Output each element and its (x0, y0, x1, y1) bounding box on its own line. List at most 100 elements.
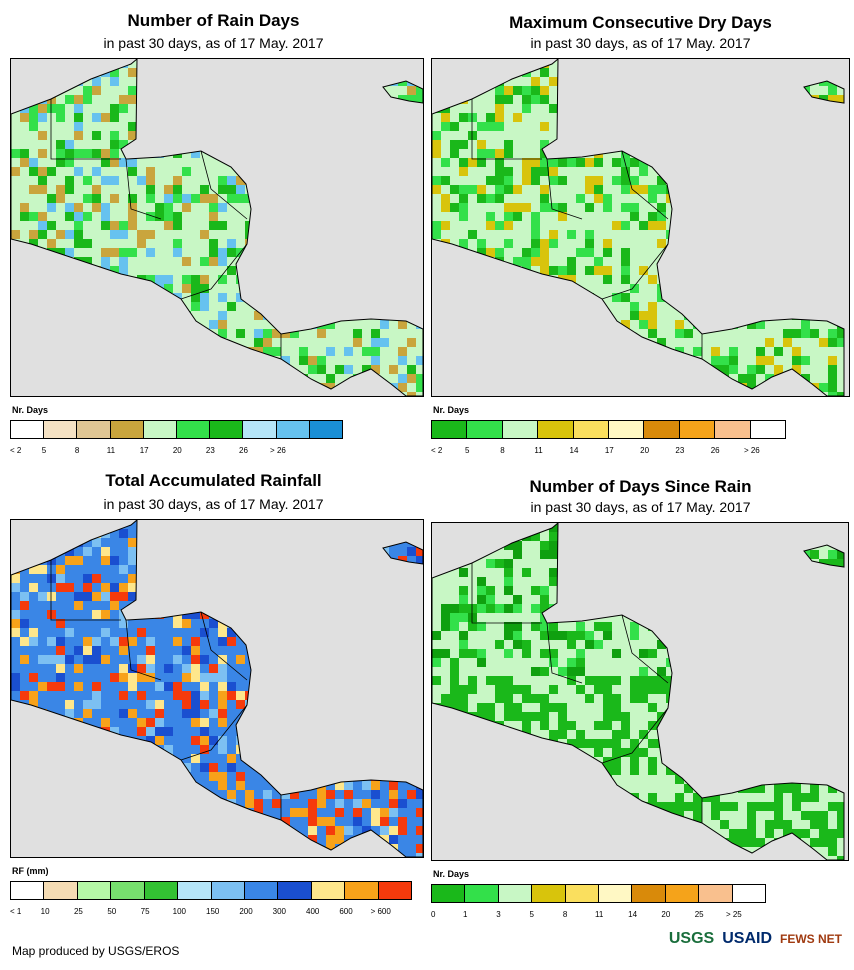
legend-tick-label: 14 (569, 446, 579, 455)
legend-swatch (565, 885, 600, 902)
footer-credit: Map produced by USGS/EROS (12, 944, 180, 958)
legend-swatch (177, 421, 211, 438)
legend-tick-label: 5 (41, 446, 47, 455)
legend-swatch (679, 421, 716, 438)
legend-swatch (278, 882, 312, 899)
legend-tick-label: < 2 (431, 446, 443, 455)
panel-total-rainfall: Total Accumulated Rainfall in past 30 da… (0, 470, 427, 940)
panel-rain-days: Number of Rain Days in past 30 days, as … (0, 0, 427, 470)
legend-swatch (665, 885, 700, 902)
legend-swatch (502, 421, 539, 438)
legend-tick-label: 50 (107, 907, 117, 916)
country-border (180, 704, 248, 761)
legend-title: Nr. Days (433, 869, 470, 879)
legend-swatch (11, 421, 45, 438)
panel-title: Maximum Consecutive Dry Days (509, 13, 772, 32)
legend-tick-label: 17 (139, 446, 149, 455)
legend-tick-label: 23 (675, 446, 685, 455)
legend-swatch (111, 882, 145, 899)
legend-swatch (178, 882, 212, 899)
legend-swatch (345, 882, 379, 899)
legend-tick-label: 3 (496, 910, 501, 919)
panel-subtitle: in past 30 days, as of 17 May. 2017 (530, 499, 751, 515)
country-border (601, 243, 669, 300)
legend-tick-label: 11 (106, 446, 116, 455)
legend-swatch (143, 421, 178, 438)
legend-tick-label: 14 (628, 910, 638, 919)
map-total-rainfall (10, 519, 424, 858)
legend-swatch (378, 882, 412, 899)
coastline (803, 80, 845, 104)
country-border (621, 150, 669, 220)
country-border (50, 560, 121, 621)
legend-tick-label: > 25 (725, 910, 742, 919)
legend-swatch (699, 885, 733, 902)
legend-swatch (210, 421, 244, 438)
legend-swatch (609, 421, 645, 438)
fews-net-logo: FEWS NET (780, 932, 842, 946)
country-border (200, 611, 248, 681)
land-grid (11, 520, 423, 857)
country-border (546, 158, 583, 220)
legend-swatch (632, 885, 666, 902)
legend-swatch (44, 882, 78, 899)
legend-tick-label: 5 (529, 910, 535, 919)
legend-tick-label: 0 (431, 910, 436, 919)
panel-subtitle: in past 30 days, as of 17 May. 2017 (103, 35, 324, 51)
coastline (11, 59, 423, 396)
country-border (50, 99, 121, 160)
legend-swatch (644, 421, 680, 438)
legend-tick-label: 600 (339, 907, 353, 916)
legend-swatch (532, 885, 566, 902)
legend-tick-label: 1 (462, 910, 468, 919)
legend-tick-label: 200 (239, 907, 253, 916)
country-border (180, 243, 248, 300)
country-border (125, 619, 162, 681)
legend-swatch (538, 421, 574, 438)
legend-tick-label: 20 (640, 446, 650, 455)
panel-title: Number of Days Since Rain (529, 477, 752, 496)
legend-tick-label: 26 (239, 446, 248, 455)
legend-swatch (432, 885, 466, 902)
legend-swatch (44, 421, 78, 438)
coastline (382, 80, 423, 104)
legend-swatch (432, 421, 468, 438)
usgs-logo: USGS (668, 930, 715, 947)
panel-title: Total Accumulated Rainfall (105, 471, 322, 490)
legend-tick-label: 25 (73, 907, 83, 916)
legend-swatch (244, 882, 279, 899)
panel-dry-days: Maximum Consecutive Dry Days in past 30 … (427, 0, 854, 470)
legend-swatch (77, 421, 111, 438)
legend-tick-label: 11 (595, 910, 604, 919)
legend-tick-label: 150 (205, 907, 220, 916)
legend-swatch (77, 882, 112, 899)
country-border (621, 614, 669, 684)
legend-title: RF (mm) (12, 866, 49, 876)
legend-tick-label: 26 (710, 446, 720, 455)
legend-tick-label: < 1 (10, 907, 22, 916)
legend-tick-label: 10 (40, 907, 50, 916)
legend-swatch (11, 882, 45, 899)
legend-colorbar (10, 881, 412, 900)
legend-swatch (110, 421, 144, 438)
land-grid (432, 59, 844, 396)
legend-tick-label: 8 (562, 910, 568, 919)
legend-swatch (144, 882, 179, 899)
legend-tick-label: 100 (172, 907, 187, 916)
land-grid (11, 59, 423, 396)
legend-tick-label: 17 (604, 446, 614, 455)
legend-swatch (750, 421, 786, 438)
legend-ticks: < 2 5 8 11 17 20 23 26 > 26 (10, 446, 343, 458)
legend-tick-label: > 26 (270, 446, 286, 455)
legend-tick-label: 25 (694, 910, 704, 919)
coastline (11, 520, 423, 857)
legend-ticks: < 2 5 8 11 14 17 20 23 26 > 26 (431, 446, 786, 458)
country-border (601, 707, 669, 764)
legend-swatch (498, 885, 533, 902)
coastline (432, 59, 845, 396)
country-border (125, 158, 162, 220)
legend-tick-label: 20 (172, 446, 182, 455)
legend-tick-label: 75 (140, 907, 150, 916)
panel-days-since-rain: Number of Days Since Rain in past 30 day… (427, 470, 854, 940)
panel-title: Number of Rain Days (127, 11, 300, 30)
